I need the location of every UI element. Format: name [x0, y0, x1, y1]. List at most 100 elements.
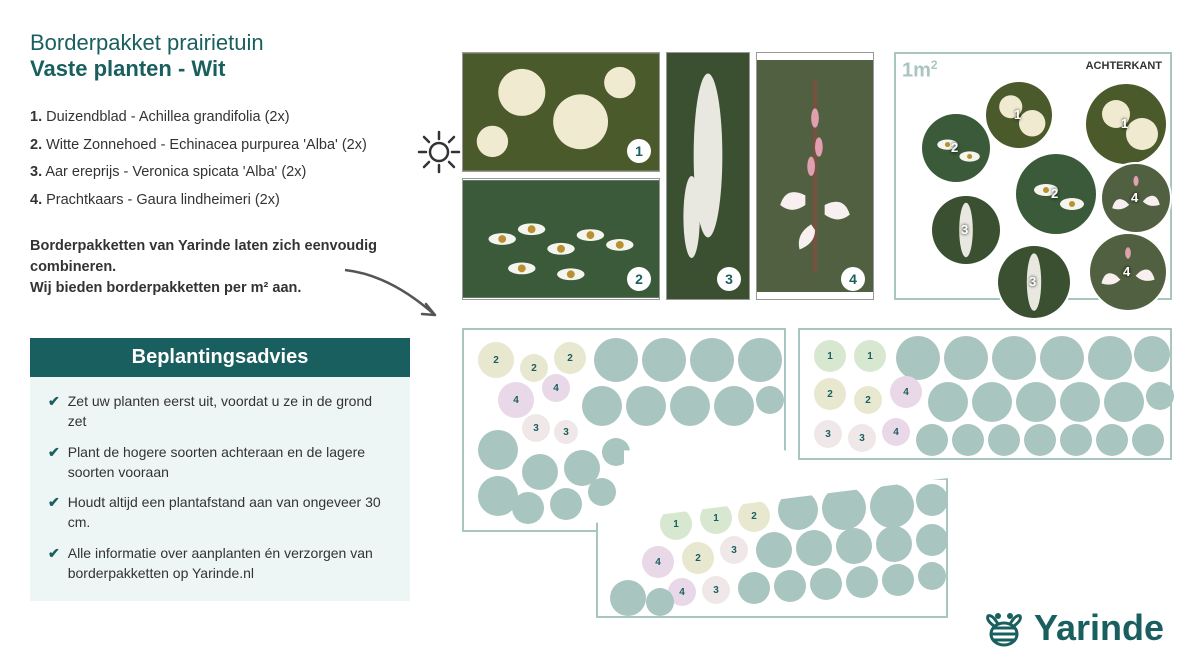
diagram-filler-spot [876, 526, 912, 562]
diagram-plant-spot: 4 [542, 374, 570, 402]
diagram-plant-spot: 3 [554, 420, 578, 444]
diagram-plant-spot: 3 [814, 420, 842, 448]
diagram-plant-spot: 4 [642, 546, 674, 578]
diagram-plant-spot: 2 [682, 542, 714, 574]
diagram-filler-spot [952, 424, 984, 456]
diagram-filler-spot [1146, 382, 1174, 410]
diagram-filler-spot [690, 338, 734, 382]
diagram-filler-spot [870, 484, 914, 528]
diagram-plant-spot: 1 [814, 340, 846, 372]
diagram-plant-spot: 1 [700, 502, 732, 534]
arrow-icon [340, 260, 460, 345]
diagram-filler-spot [846, 566, 878, 598]
header-block: Borderpakket prairietuin Vaste planten -… [30, 30, 410, 299]
diagram-filler-spot [1096, 424, 1128, 456]
diagram-filler-spot [1024, 424, 1056, 456]
check-icon: ✔ [48, 543, 60, 563]
diagram-filler-spot [646, 588, 674, 616]
diagram-filler-spot [988, 424, 1020, 456]
diagram-plant-spot: 2 [738, 500, 770, 532]
diagram-plant-spot: 2 [520, 354, 548, 382]
diagram-filler-spot [822, 486, 866, 530]
photo-2: 2 [462, 178, 660, 300]
planting-diagram: 11224334 [798, 328, 1172, 460]
logo-text: Yarinde [1034, 607, 1164, 649]
title-line2: Vaste planten - Wit [30, 56, 410, 82]
diagram-filler-spot [1060, 382, 1100, 422]
m2-back-label: ACHTERKANT [1086, 60, 1162, 72]
diagram-filler-spot [918, 562, 946, 590]
diagram-filler-spot [896, 336, 940, 380]
diagram-plant-spot: 2 [854, 386, 882, 414]
diagram-filler-spot [714, 386, 754, 426]
diagram-plant-spot: 3 [702, 576, 730, 604]
check-icon: ✔ [48, 492, 60, 512]
diagram-filler-spot [670, 386, 710, 426]
diagram-filler-spot [594, 338, 638, 382]
diagram-filler-spot [610, 580, 646, 616]
check-icon: ✔ [48, 391, 60, 411]
diagram-filler-spot [774, 570, 806, 602]
diagram-plant-spot: 4 [498, 382, 534, 418]
diagram-filler-spot [916, 484, 948, 516]
diagram-filler-spot [916, 524, 948, 556]
sun-icon [417, 130, 461, 179]
diagram-filler-spot [836, 528, 872, 564]
diagram-filler-spot [588, 478, 616, 506]
diagram-filler-spot [626, 386, 666, 426]
diagram-filler-spot [738, 338, 782, 382]
diagram-filler-spot [642, 338, 686, 382]
logo: Yarinde [980, 606, 1164, 650]
diagram-filler-spot [602, 438, 630, 466]
diagram-plant-spot: 2 [554, 342, 586, 374]
photo-grid: 1 2 3 4 [462, 52, 875, 300]
diagram-filler-spot [512, 492, 544, 524]
diagram-plant-spot: 2 [814, 378, 846, 410]
diagram-filler-spot [810, 568, 842, 600]
photo-4: 4 [756, 52, 874, 300]
diagram-filler-spot [972, 382, 1012, 422]
diagram-filler-spot [778, 490, 818, 530]
diagram-filler-spot [796, 530, 832, 566]
plant-item: 4. Prachtkaars - Gaura lindheimeri (2x) [30, 187, 410, 215]
photo-1: 1 [462, 52, 660, 172]
diagram-filler-spot [522, 454, 558, 490]
diagram-filler-spot [550, 488, 582, 520]
diagram-filler-spot [882, 564, 914, 596]
diagram-filler-spot [1134, 336, 1170, 372]
title-line1: Borderpakket prairietuin [30, 30, 410, 56]
diagram-plant-spot: 3 [720, 536, 748, 564]
diagram-filler-spot [1104, 382, 1144, 422]
diagram-filler-spot [1132, 424, 1164, 456]
advice-box: Beplantingsadvies ✔Zet uw planten eerst … [30, 338, 410, 601]
diagram-filler-spot [478, 430, 518, 470]
plant-item: 1. Duizendblad - Achillea grandifolia (2… [30, 104, 410, 132]
diagram-filler-spot [1060, 424, 1092, 456]
diagram-filler-spot [1040, 336, 1084, 380]
diagram-filler-spot [944, 336, 988, 380]
m2-label: 1m2 [902, 58, 938, 83]
plant-list: 1. Duizendblad - Achillea grandifolia (2… [30, 104, 410, 214]
diagram-plant-spot: 2 [478, 342, 514, 378]
photo-3: 3 [666, 52, 750, 300]
advice-body: ✔Zet uw planten eerst uit, voordat u ze … [30, 377, 410, 601]
diagram-plant-spot: 4 [890, 376, 922, 408]
diagram-filler-spot [582, 386, 622, 426]
diagram-filler-spot [756, 386, 784, 414]
diagram-plant-spot: 3 [522, 414, 550, 442]
diagram-filler-spot [928, 382, 968, 422]
check-icon: ✔ [48, 442, 60, 462]
diagram-plant-spot: 1 [660, 508, 692, 540]
diagram-filler-spot [992, 336, 1036, 380]
diagram-filler-spot [738, 572, 770, 604]
planting-diagram: 11242343 [596, 478, 948, 618]
planting-diagram: 2224433 [462, 328, 786, 532]
diagram-filler-spot [916, 424, 948, 456]
diagram-filler-spot [756, 532, 792, 568]
diagram-plant-spot: 1 [854, 340, 886, 372]
plant-item: 3. Aar ereprijs - Veronica spicata 'Alba… [30, 159, 410, 187]
diagram-plant-spot: 4 [882, 418, 910, 446]
m2-plan: 1m2 ACHTERKANT VOORKANT 11224334 [894, 52, 1172, 300]
diagram-filler-spot [1088, 336, 1132, 380]
diagram-filler-spot [1016, 382, 1056, 422]
